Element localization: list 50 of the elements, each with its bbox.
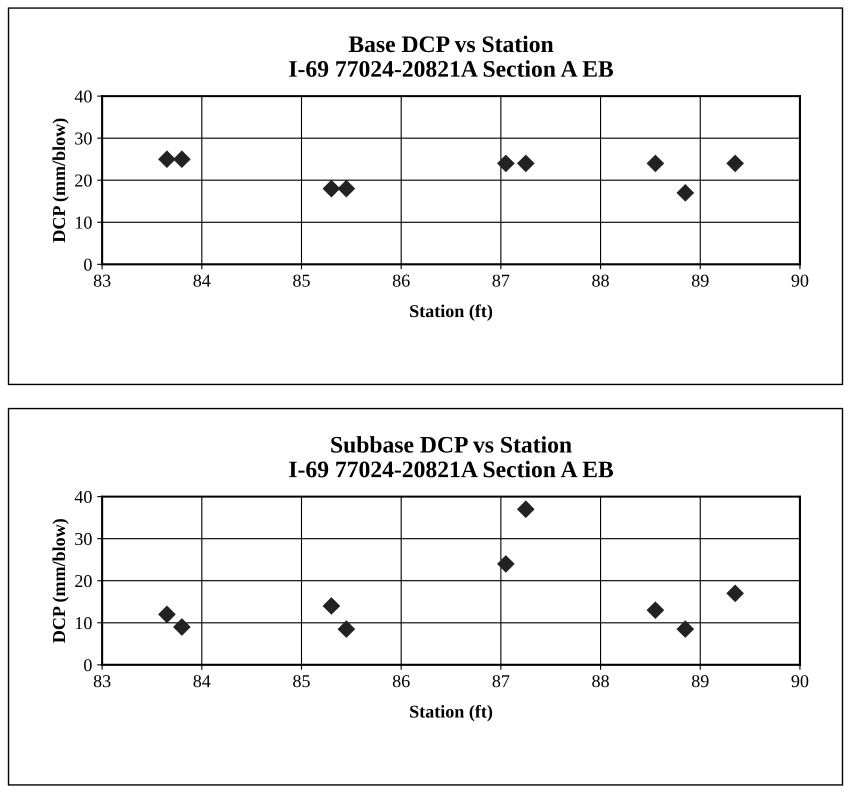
- y-tick-label: 0: [84, 659, 92, 672]
- point: [726, 154, 744, 172]
- point: [497, 555, 514, 572]
- x-axis-title: Station (ft): [410, 304, 492, 321]
- x-tick-label: 85: [293, 274, 310, 287]
- y-tick-label: 20: [75, 574, 92, 588]
- point: [676, 620, 694, 638]
- y-tick-label: 10: [76, 617, 92, 630]
- point: [676, 184, 694, 202]
- y-tick-label: 40: [74, 490, 92, 504]
- x-tick-label: 83: [94, 675, 110, 688]
- point: [726, 584, 744, 602]
- x-tick-label: 87: [492, 274, 510, 287]
- point: [517, 500, 534, 518]
- x-tick-label: 86: [392, 675, 410, 688]
- y-axis-title: DCP (mm/blow): [52, 118, 69, 242]
- point: [173, 618, 190, 636]
- x-tick-label: 89: [692, 274, 709, 287]
- y-axis-title: DCP (mm/blow): [52, 519, 69, 643]
- point: [517, 154, 534, 172]
- point: [322, 597, 340, 615]
- chart-title: Subbase DCP vs Station I-69 77024-20821A Section A EB: [289, 436, 614, 478]
- point: [322, 180, 340, 198]
- point: [338, 180, 355, 198]
- point: [158, 150, 176, 168]
- point: [646, 154, 664, 172]
- x-tick-label: 88: [592, 274, 609, 287]
- y-tick-label: 30: [75, 132, 92, 145]
- y-tick-label: 40: [74, 90, 92, 103]
- x-tick-label: 84: [193, 274, 211, 287]
- point: [646, 602, 664, 619]
- x-tick-label: 84: [193, 675, 211, 688]
- point: [158, 606, 176, 623]
- point: [173, 150, 190, 168]
- x-tick-label: 90: [791, 274, 808, 287]
- point: [338, 620, 355, 638]
- x-tick-label: 85: [293, 675, 310, 688]
- y-tick-label: 30: [75, 532, 92, 546]
- point: [497, 154, 514, 172]
- x-tick-label: 86: [392, 274, 410, 287]
- y-tick-label: 0: [84, 258, 92, 271]
- y-tick-label: 10: [76, 216, 92, 229]
- x-axis-title: Station (ft): [410, 704, 492, 722]
- x-tick-label: 88: [592, 675, 609, 688]
- x-tick-label: 89: [692, 675, 709, 688]
- chart-title: Base DCP vs Station I-69 77024-20821A Section A EB: [289, 36, 614, 77]
- x-tick-label: 83: [94, 274, 110, 287]
- x-tick-label: 87: [492, 675, 510, 688]
- y-tick-label: 20: [75, 174, 92, 187]
- x-tick-label: 90: [791, 675, 808, 688]
